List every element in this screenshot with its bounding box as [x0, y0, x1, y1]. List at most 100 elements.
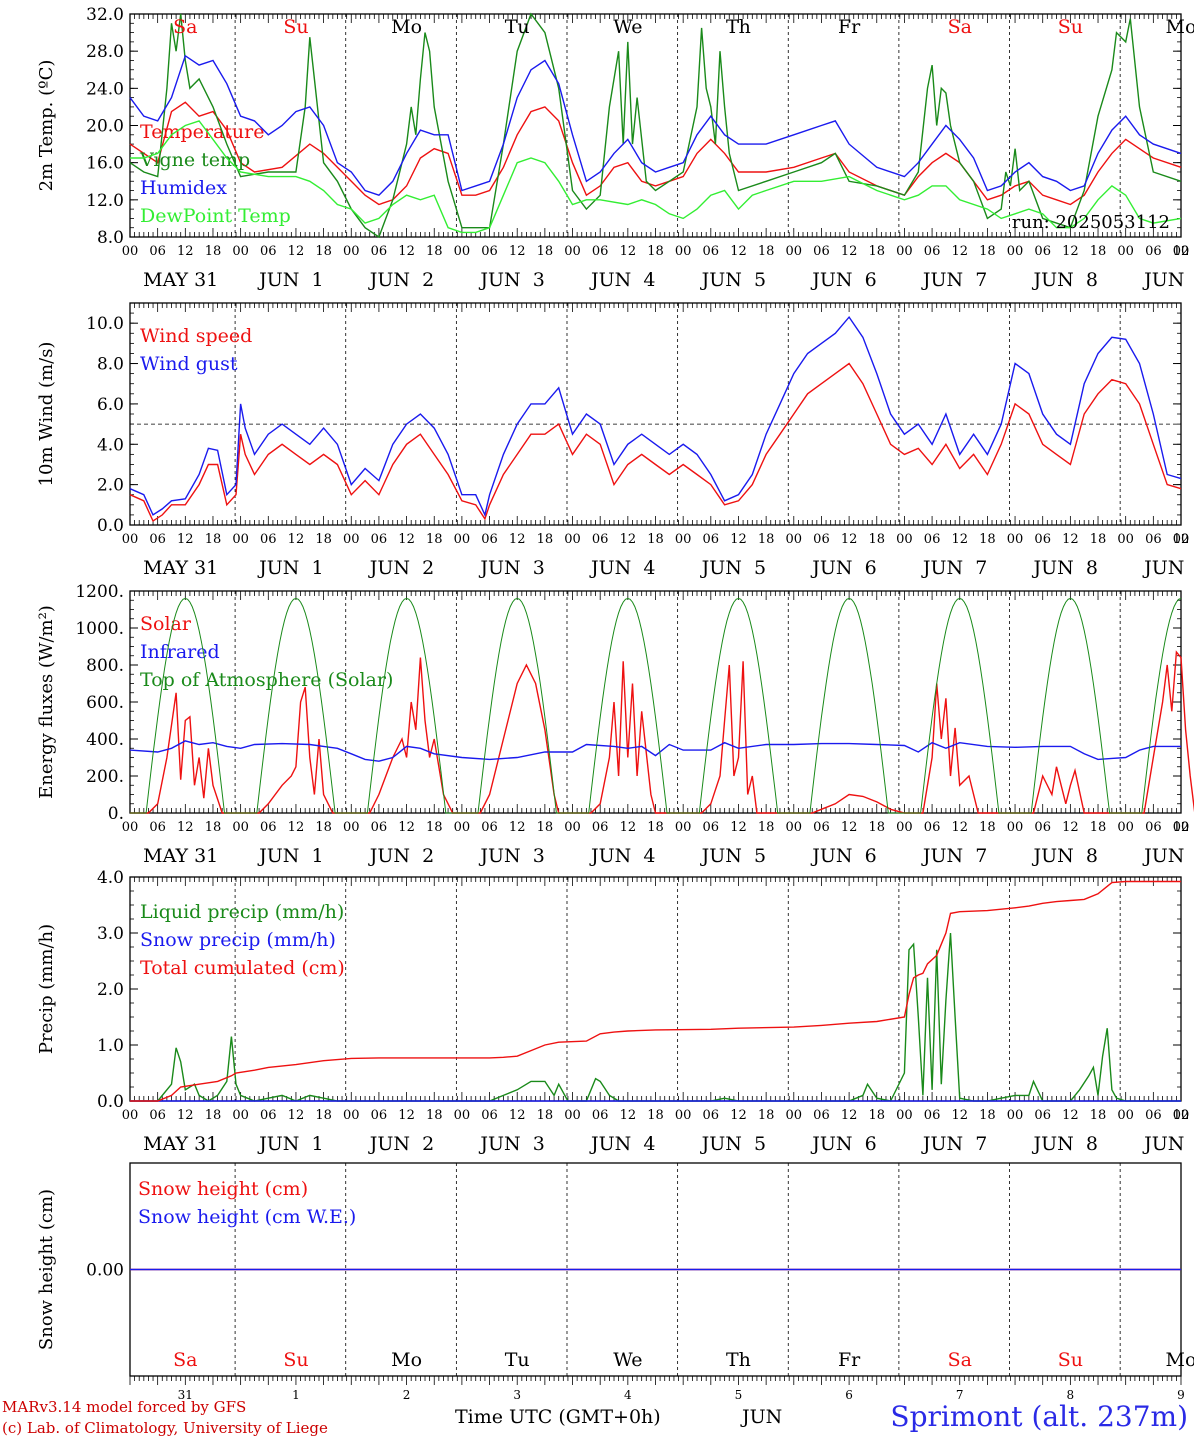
y-tick-label: 12.0	[86, 191, 124, 211]
hour-label: 00	[896, 1108, 913, 1123]
hour-label: 00	[232, 532, 249, 547]
hour-label: 18	[1090, 1108, 1107, 1123]
hour-label: 00	[786, 244, 803, 259]
y-tick-label: 0.	[108, 804, 124, 824]
hour-label: 12	[177, 820, 194, 835]
series-line-total-cumulated-cm-	[130, 880, 1181, 1102]
hour-label: 00	[1173, 532, 1190, 547]
hour-label: 00	[454, 1108, 471, 1123]
hour-label: 18	[205, 244, 222, 259]
date-label: JUN 2	[368, 557, 434, 579]
hour-label: 12	[177, 1108, 194, 1123]
weekday-label: Fr	[838, 1349, 861, 1371]
hour-label: 06	[1145, 244, 1162, 259]
hour-label: 06	[703, 244, 720, 259]
hour-label: 00	[786, 1108, 803, 1123]
legend-entry: Temperature	[140, 121, 264, 143]
hour-label: 00	[232, 1108, 249, 1123]
hour-label: 12	[177, 532, 194, 547]
hour-label: 12	[951, 820, 968, 835]
hour-label: 18	[647, 532, 664, 547]
run-label: run: 2025053112	[1012, 212, 1170, 233]
y-tick-label: 1.0	[97, 1036, 124, 1056]
y-tick-label: 28.0	[86, 42, 124, 62]
date-label: JUN 4	[589, 845, 655, 867]
date-label: JUN 3	[478, 269, 544, 291]
series-line-temperature	[129, 101, 1182, 206]
panel-frame	[129, 13, 1182, 238]
date-label: JUN 3	[478, 557, 544, 579]
hour-label: 00	[1007, 532, 1024, 547]
hour-label: 00	[1007, 244, 1024, 259]
hour-label: 00	[1117, 1108, 1134, 1123]
y-tick-label: 600.	[86, 693, 124, 713]
legend-entry: Snow height (cm)	[138, 1178, 308, 1200]
hour-label: 06	[592, 532, 609, 547]
hour-label: 12	[509, 532, 526, 547]
hour-label: 18	[758, 532, 775, 547]
hour-label: 18	[979, 532, 996, 547]
hour-label: 00	[122, 820, 139, 835]
day-number: 6	[845, 1388, 853, 1402]
date-label: JUN 1	[257, 269, 323, 291]
weekday-label: Fr	[838, 16, 861, 38]
y-tick-label: 4.0	[97, 435, 124, 455]
date-label: JUN 5	[700, 269, 766, 291]
hour-label: 06	[924, 1108, 941, 1123]
hour-label: 06	[149, 244, 166, 259]
weekday-label: Mo	[1166, 16, 1194, 38]
hour-label: 00	[122, 1108, 139, 1123]
weekday-label: Mo	[1166, 1349, 1194, 1371]
day-number: 5	[735, 1388, 743, 1402]
date-label: JUN 6	[810, 1133, 876, 1155]
date-label: JUN 7	[921, 845, 987, 867]
day-number: 8	[1067, 1388, 1075, 1402]
hour-label: 12	[398, 1108, 415, 1123]
hour-label: 12	[1173, 244, 1190, 259]
y-tick-label: 2.0	[97, 980, 124, 1000]
hour-label: 18	[205, 532, 222, 547]
hour-label: 00	[675, 1108, 692, 1123]
date-label: JUN 5	[700, 557, 766, 579]
date-label: MAY 31	[143, 845, 218, 867]
hour-label: 12	[288, 244, 305, 259]
hour-label: 12	[620, 244, 637, 259]
hour-label: 06	[703, 820, 720, 835]
hour-label: 06	[371, 1108, 388, 1123]
hour-label: 00	[564, 532, 581, 547]
hour-label: 06	[924, 820, 941, 835]
date-label: JUN 4	[589, 1133, 655, 1155]
hour-label: 18	[315, 244, 332, 259]
hour-label: 00	[1173, 1108, 1190, 1123]
hour-label: 18	[315, 532, 332, 547]
y-tick-label: 24.0	[86, 79, 124, 99]
hour-label: 12	[288, 1108, 305, 1123]
hour-label: 12	[620, 1108, 637, 1123]
y-tick-label: 10.0	[86, 314, 124, 334]
weekday-label: Su	[1058, 1349, 1083, 1371]
weekday-label: Su	[283, 16, 308, 38]
hour-label: 12	[177, 244, 194, 259]
date-label: MAY 31	[143, 1133, 218, 1155]
series-line-wind-speed	[129, 362, 1182, 523]
legend-entry: Liquid precip (mm/h)	[140, 901, 344, 923]
date-label: JUN 2	[368, 269, 434, 291]
hour-label: 12	[1062, 820, 1079, 835]
legend-entry: Top of Atmosphere (Solar)	[140, 669, 393, 691]
hour-label: 18	[426, 244, 443, 259]
hour-label: 06	[813, 820, 830, 835]
y-tick-label: 0.0	[97, 1092, 124, 1112]
hour-label: 12	[1173, 1108, 1190, 1123]
date-label: JUN 2	[368, 845, 434, 867]
date-label: JUN 9	[1142, 557, 1194, 579]
date-label: JUN 7	[921, 557, 987, 579]
hour-label: 18	[537, 532, 554, 547]
hour-label: 00	[454, 532, 471, 547]
hour-label: 18	[647, 244, 664, 259]
hour-label: 06	[1145, 1108, 1162, 1123]
date-label: JUN 9	[1142, 1133, 1194, 1155]
y-tick-label: 200.	[86, 767, 124, 787]
day-number: 9	[1177, 1388, 1185, 1402]
hour-label: 06	[260, 820, 277, 835]
hour-label: 06	[149, 820, 166, 835]
